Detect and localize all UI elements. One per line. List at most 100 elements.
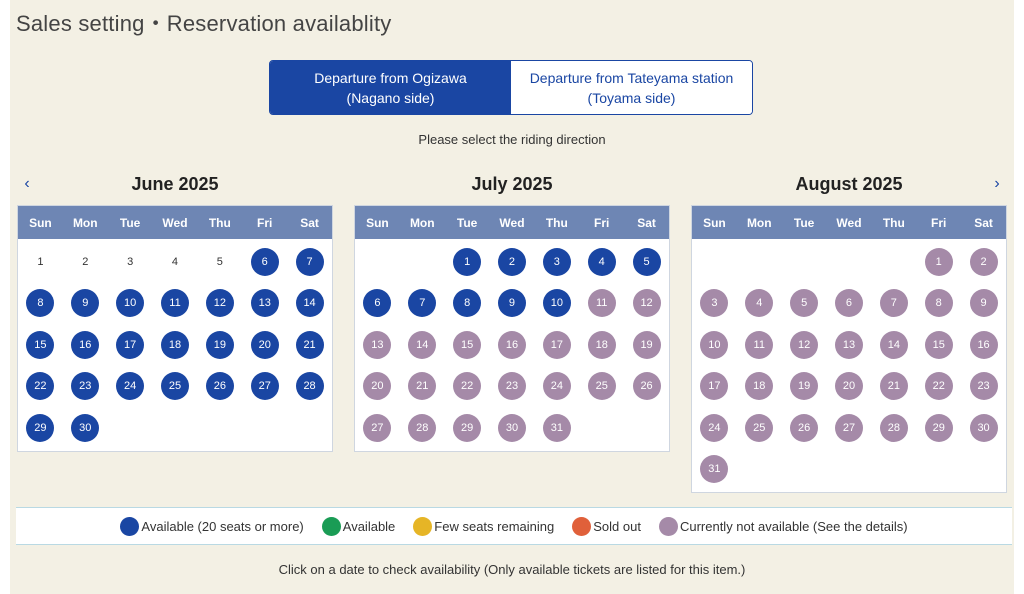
day-27[interactable]: 27 [834, 413, 863, 442]
direction-tateyama-button[interactable]: Departure from Tateyama station (Toyama … [511, 61, 752, 114]
day-15[interactable]: 15 [453, 330, 482, 359]
day-23[interactable]: 23 [71, 372, 100, 401]
day-26[interactable]: 26 [205, 372, 234, 401]
day-28[interactable]: 28 [295, 372, 324, 401]
day-10[interactable]: 10 [700, 330, 729, 359]
day-11[interactable]: 11 [160, 289, 189, 318]
day-30[interactable]: 30 [969, 413, 998, 442]
day-22[interactable]: 22 [924, 372, 953, 401]
day-20[interactable]: 20 [363, 372, 392, 401]
day-7[interactable]: 7 [408, 289, 437, 318]
day-6[interactable]: 6 [363, 289, 392, 318]
day-9[interactable]: 9 [497, 289, 526, 318]
day-25[interactable]: 25 [160, 372, 189, 401]
day-18[interactable]: 18 [745, 372, 774, 401]
day-21[interactable]: 21 [295, 330, 324, 359]
day-2[interactable]: 2 [969, 247, 998, 276]
day-cell: 30 [961, 407, 1006, 449]
day-13[interactable]: 13 [834, 330, 863, 359]
day-31[interactable]: 31 [700, 455, 729, 484]
day-17[interactable]: 17 [542, 330, 571, 359]
day-26[interactable]: 26 [632, 372, 661, 401]
day-14[interactable]: 14 [408, 330, 437, 359]
day-6[interactable]: 6 [250, 247, 279, 276]
day-12[interactable]: 12 [790, 330, 819, 359]
day-10[interactable]: 10 [542, 289, 571, 318]
day-16[interactable]: 16 [497, 330, 526, 359]
prev-month-icon[interactable]: ‹ [24, 175, 30, 192]
day-29[interactable]: 29 [26, 413, 55, 442]
day-3[interactable]: 3 [700, 289, 729, 318]
day-3[interactable]: 3 [542, 247, 571, 276]
day-cell: 3 [692, 283, 737, 325]
status-dot-icon [120, 516, 140, 536]
day-30[interactable]: 30 [71, 413, 100, 442]
day-16[interactable]: 16 [71, 330, 100, 359]
day-25[interactable]: 25 [745, 413, 774, 442]
day-14[interactable]: 14 [295, 289, 324, 318]
day-1[interactable]: 1 [924, 247, 953, 276]
day-20[interactable]: 20 [834, 372, 863, 401]
day-28[interactable]: 28 [879, 413, 908, 442]
day-12[interactable]: 12 [632, 289, 661, 318]
day-21[interactable]: 21 [408, 372, 437, 401]
day-12[interactable]: 12 [205, 289, 234, 318]
day-11[interactable]: 11 [745, 330, 774, 359]
day-31[interactable]: 31 [542, 413, 571, 442]
day-23[interactable]: 23 [497, 372, 526, 401]
day-24[interactable]: 24 [542, 372, 571, 401]
day-6[interactable]: 6 [834, 289, 863, 318]
next-month-icon[interactable]: › [994, 175, 1000, 192]
day-9[interactable]: 9 [71, 289, 100, 318]
day-24[interactable]: 24 [116, 372, 145, 401]
day-8[interactable]: 8 [924, 289, 953, 318]
legend-item-few: Few seats remaining [413, 516, 554, 536]
day-11[interactable]: 11 [587, 289, 616, 318]
day-1[interactable]: 1 [453, 247, 482, 276]
day-29[interactable]: 29 [924, 413, 953, 442]
day-13[interactable]: 13 [363, 330, 392, 359]
day-22[interactable]: 22 [453, 372, 482, 401]
day-26[interactable]: 26 [790, 413, 819, 442]
day-15[interactable]: 15 [924, 330, 953, 359]
day-4[interactable]: 4 [745, 289, 774, 318]
day-14[interactable]: 14 [879, 330, 908, 359]
direction-toggle: Departure from Ogizawa (Nagano side) Dep… [269, 60, 753, 115]
day-5[interactable]: 5 [790, 289, 819, 318]
day-7[interactable]: 7 [295, 247, 324, 276]
day-10[interactable]: 10 [116, 289, 145, 318]
weekday-header: Sun Mon Tue Wed Thu Fri Sat [692, 206, 1006, 239]
day-27[interactable]: 27 [363, 413, 392, 442]
day-22[interactable]: 22 [26, 372, 55, 401]
day-5[interactable]: 5 [632, 247, 661, 276]
day-27[interactable]: 27 [250, 372, 279, 401]
day-25[interactable]: 25 [587, 372, 616, 401]
day-21[interactable]: 21 [879, 372, 908, 401]
day-24[interactable]: 24 [700, 413, 729, 442]
day-4[interactable]: 4 [587, 247, 616, 276]
day-28[interactable]: 28 [408, 413, 437, 442]
day-cell: 22 [445, 366, 490, 408]
day-18[interactable]: 18 [160, 330, 189, 359]
day-16[interactable]: 16 [969, 330, 998, 359]
day-18[interactable]: 18 [587, 330, 616, 359]
day-2[interactable]: 2 [497, 247, 526, 276]
day-13[interactable]: 13 [250, 289, 279, 318]
day-7[interactable]: 7 [879, 289, 908, 318]
day-8[interactable]: 8 [26, 289, 55, 318]
day-19[interactable]: 19 [790, 372, 819, 401]
day-30[interactable]: 30 [497, 413, 526, 442]
day-17[interactable]: 17 [700, 372, 729, 401]
day-17[interactable]: 17 [116, 330, 145, 359]
day-cell: 23 [961, 366, 1006, 408]
direction-ogizawa-button[interactable]: Departure from Ogizawa (Nagano side) [270, 61, 511, 114]
day-19[interactable]: 19 [205, 330, 234, 359]
day-19[interactable]: 19 [632, 330, 661, 359]
day-20[interactable]: 20 [250, 330, 279, 359]
day-9[interactable]: 9 [969, 289, 998, 318]
day-29[interactable]: 29 [453, 413, 482, 442]
day-23[interactable]: 23 [969, 372, 998, 401]
day-15[interactable]: 15 [26, 330, 55, 359]
day-cell: 15 [18, 324, 63, 366]
day-8[interactable]: 8 [453, 289, 482, 318]
